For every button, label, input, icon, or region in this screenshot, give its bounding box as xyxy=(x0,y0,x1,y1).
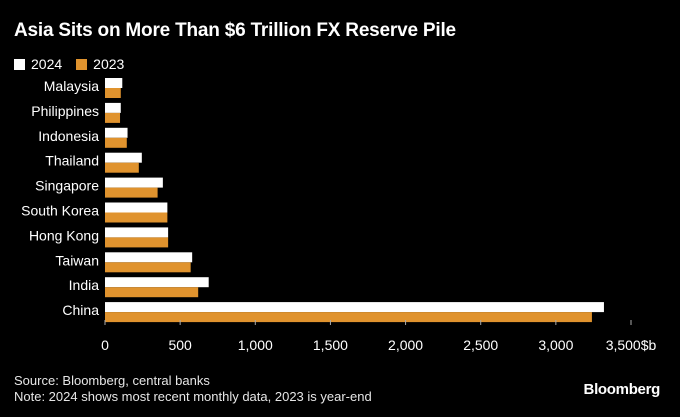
bar-2024-india xyxy=(105,277,209,288)
x-tick-label: 3,000 xyxy=(538,337,573,353)
legend-label-2024: 2024 xyxy=(31,56,63,72)
bar-2024-south-korea xyxy=(105,202,168,213)
x-tick-label: 0 xyxy=(101,337,109,353)
data-note: Note: 2024 shows most recent monthly dat… xyxy=(14,389,372,404)
legend: 2024 2023 xyxy=(14,56,124,72)
bar-2023-thailand xyxy=(105,162,139,173)
bar-2024-thailand xyxy=(105,152,142,163)
bar-2023-singapore xyxy=(105,187,158,198)
x-tick-label: 2,000 xyxy=(388,337,423,353)
bar-2023-philippines xyxy=(105,112,121,123)
category-label-philippines: Philippines xyxy=(31,103,99,119)
category-label-indonesia: Indonesia xyxy=(38,128,99,144)
bar-2024-singapore xyxy=(105,177,163,188)
x-tick-label: 2,500 xyxy=(463,337,498,353)
bar-2023-south-korea xyxy=(105,212,168,223)
legend-swatch-2024 xyxy=(14,58,25,70)
bar-2024-hong-kong xyxy=(105,227,169,238)
x-tick-label: 500 xyxy=(168,337,192,353)
bar-2023-china xyxy=(105,312,592,323)
legend-label-2023: 2023 xyxy=(93,56,125,72)
bar-2024-china xyxy=(105,302,604,313)
category-label-thailand: Thailand xyxy=(45,153,99,169)
bar-2023-taiwan xyxy=(105,262,191,273)
x-tick-label: 3,500$b xyxy=(606,337,657,353)
x-tick-label: 1,500 xyxy=(313,337,348,353)
bar-2024-malaysia xyxy=(105,78,123,88)
footer-notes: Source: Bloomberg, central banks Note: 2… xyxy=(14,373,372,405)
bar-2023-malaysia xyxy=(105,88,121,98)
bloomberg-logo: Bloomberg xyxy=(583,381,661,398)
legend-item-2024: 2024 xyxy=(14,56,62,72)
category-label-china: China xyxy=(62,302,99,318)
x-tick-label: 1,000 xyxy=(238,337,273,353)
legend-item-2023: 2023 xyxy=(76,56,124,72)
source-note: Source: Bloomberg, central banks xyxy=(14,373,210,388)
bar-2023-hong-kong xyxy=(105,237,169,248)
bar-2024-philippines xyxy=(105,102,121,113)
bar-2024-taiwan xyxy=(105,252,193,263)
category-label-taiwan: Taiwan xyxy=(55,252,99,268)
category-label-hong-kong: Hong Kong xyxy=(29,227,99,243)
legend-swatch-2023 xyxy=(76,58,88,70)
category-label-south-korea: South Korea xyxy=(21,203,99,219)
bar-2023-india xyxy=(105,287,199,298)
chart-title: Asia Sits on More Than $6 Trillion FX Re… xyxy=(14,20,456,41)
bar-2023-indonesia xyxy=(105,137,127,148)
category-label-singapore: Singapore xyxy=(35,178,99,194)
category-label-india: India xyxy=(69,277,100,293)
bar-2024-indonesia xyxy=(105,127,128,138)
category-label-malaysia: Malaysia xyxy=(44,78,99,94)
